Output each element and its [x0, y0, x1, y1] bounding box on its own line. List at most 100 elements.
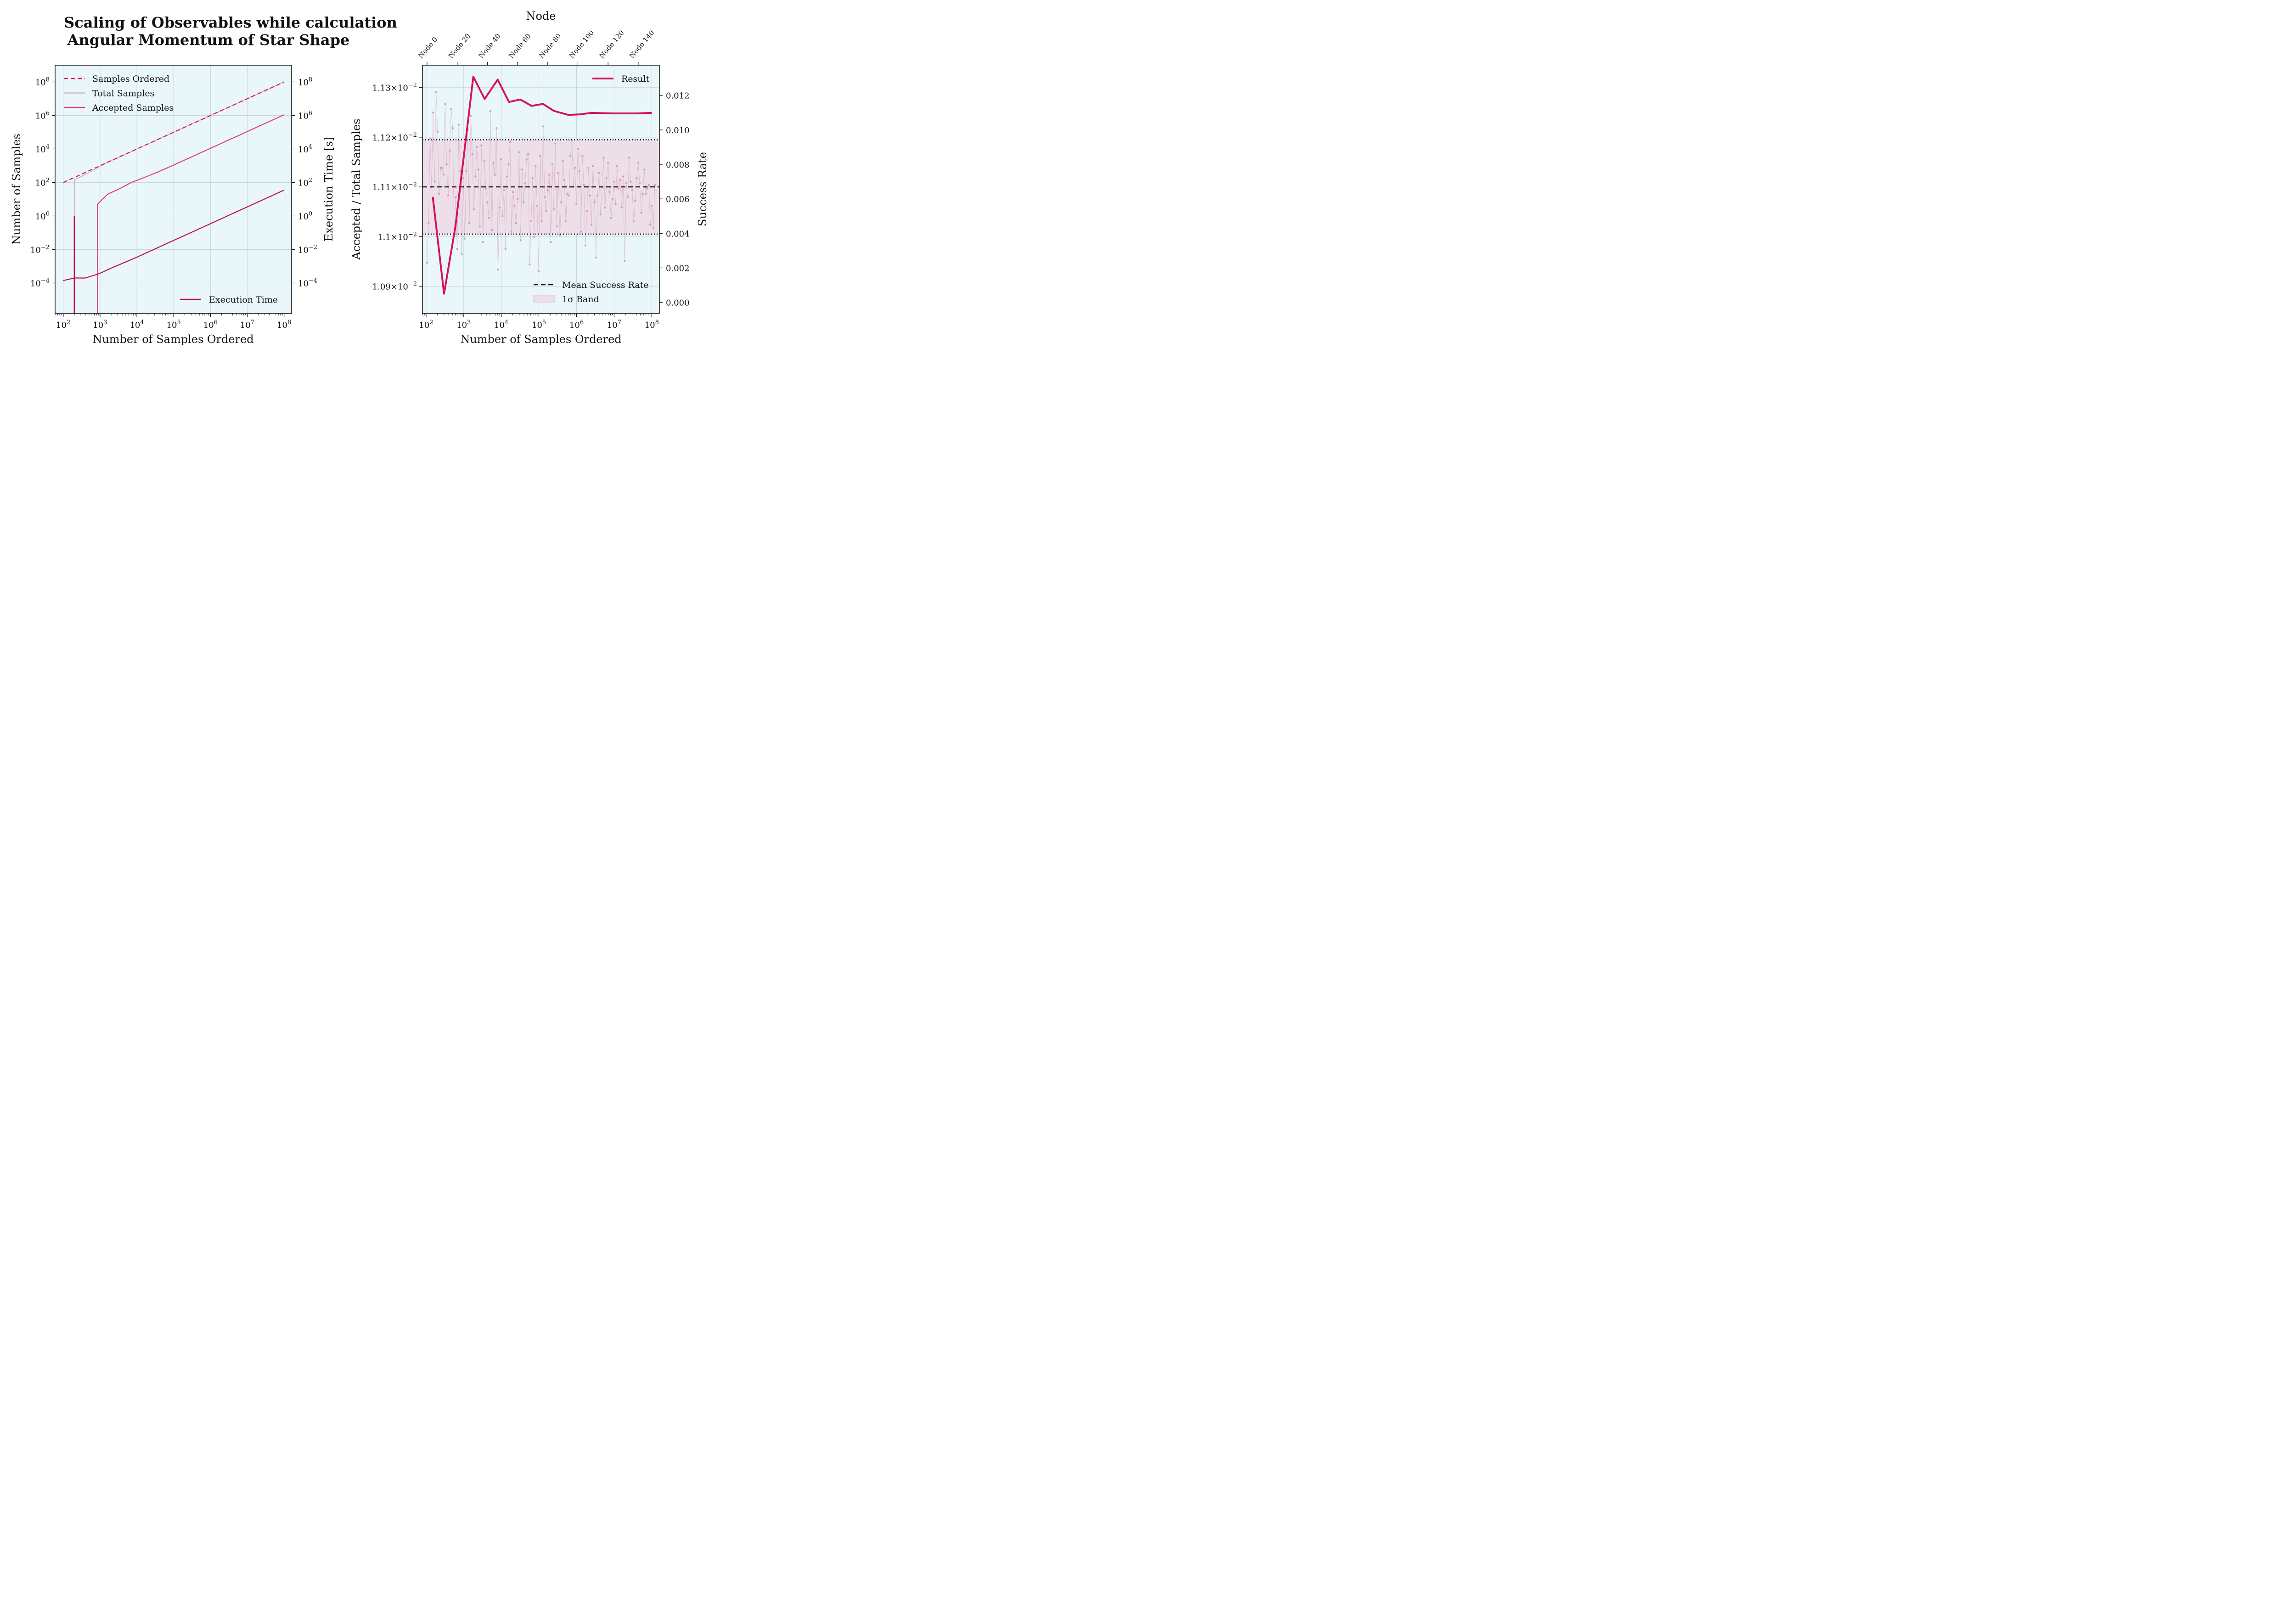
node-success-point — [455, 196, 457, 198]
node-success-point — [533, 236, 535, 238]
node-success-point — [628, 156, 630, 159]
node-success-point — [524, 182, 526, 185]
left-ticks: 102 103 104 105 106 107 108 10−4 10−4 10−2 10−2 100… — [30, 76, 317, 330]
node-success-point — [450, 108, 452, 111]
left-right-y-tick-label: 106 — [298, 110, 312, 121]
node-success-point — [478, 225, 481, 228]
left-x-tick-label: 107 — [240, 319, 254, 330]
node-success-point — [471, 153, 473, 155]
left-frame — [55, 65, 292, 314]
top-node-tick-label: Node 140 — [628, 28, 656, 60]
left-plot-area — [55, 65, 292, 314]
node-success-point — [444, 103, 446, 105]
top-node-tick-label: Node 100 — [568, 28, 596, 60]
node-success-point — [506, 175, 508, 178]
left-y-tick-label: 108 — [35, 76, 50, 87]
right-left-y-tick-label: 1.09×10−2 — [372, 281, 417, 292]
node-success-point — [527, 153, 529, 155]
node-success-point — [445, 163, 448, 166]
node-success-point — [622, 175, 625, 178]
node-success-point — [583, 184, 585, 186]
node-success-point — [604, 206, 606, 209]
node-success-point — [614, 203, 617, 205]
node-success-point — [585, 210, 588, 212]
node-success-point — [632, 220, 635, 223]
right-right-y-tick-label: 0.012 — [666, 91, 690, 101]
right-x-tick-label: 104 — [494, 319, 508, 330]
chart-figure: Scaling of Observables while calculation… — [10, 10, 709, 346]
right-right-y-tick-label: 0.008 — [666, 160, 690, 170]
left-x-tick-label: 103 — [93, 319, 107, 330]
node-success-point — [593, 201, 596, 203]
node-success-point — [525, 158, 528, 160]
node-success-point — [587, 167, 590, 169]
node-success-point — [494, 174, 496, 176]
right-right-y-tick-label: 0.004 — [666, 229, 690, 239]
node-success-point — [625, 182, 627, 185]
left-y-tick-label: 100 — [35, 210, 50, 221]
node-success-point — [617, 187, 620, 190]
left-right-y-tick-label: 100 — [298, 210, 312, 221]
left-right-y-tick-label: 108 — [298, 76, 312, 87]
node-success-point — [536, 204, 538, 207]
left-right-y-tick-label: 10−4 — [298, 277, 317, 288]
chart-title-line1: Scaling of Observables while calculation — [64, 14, 397, 31]
node-success-point — [545, 210, 547, 212]
node-success-point — [501, 215, 504, 217]
node-success-point — [484, 187, 487, 190]
node-success-point — [480, 144, 483, 146]
node-success-point — [513, 204, 516, 207]
node-success-point — [652, 227, 654, 230]
node-success-point — [447, 194, 450, 197]
node-success-point — [463, 237, 466, 240]
node-success-point — [530, 220, 532, 223]
right-x-tick-label: 107 — [607, 319, 621, 330]
right-x-tick-label: 105 — [532, 319, 546, 330]
left-x-tick-label: 102 — [56, 319, 70, 330]
node-success-point — [503, 189, 505, 191]
node-success-point — [529, 263, 531, 266]
node-success-point — [551, 163, 553, 166]
node-success-point — [605, 177, 608, 180]
node-success-point — [653, 184, 656, 186]
node-success-point — [560, 201, 563, 203]
node-success-point — [488, 217, 490, 219]
node-success-point — [521, 169, 523, 171]
series-result — [432, 75, 652, 295]
node-success-point — [429, 137, 431, 140]
node-success-point — [566, 192, 568, 195]
node-success-point — [428, 222, 430, 224]
right-panel: 102 103 104 105 106 107 108 1.09×10−2 1.1×10−2 1.… — [350, 10, 709, 346]
node-success-point — [634, 199, 636, 202]
node-success-point — [468, 222, 471, 224]
right-right-y-tick-label: 0.010 — [666, 126, 690, 135]
left-right-y-tick-label: 102 — [298, 177, 312, 188]
node-success-point — [616, 165, 619, 167]
node-success-point — [507, 163, 510, 166]
node-success-point — [645, 192, 647, 195]
series-accepted-samples — [97, 114, 285, 314]
right-right-y-tick-label: 0.006 — [666, 195, 690, 204]
node-success-point — [436, 130, 439, 133]
node-success-point — [457, 124, 460, 126]
right-left-y-tick-label: 1.12×10−2 — [372, 132, 417, 143]
right-left-y-tick-label: 1.13×10−2 — [372, 82, 417, 93]
right-frame — [422, 65, 660, 314]
node-success-point — [598, 172, 600, 174]
legend-label: Total Samples — [92, 89, 154, 99]
node-success-point — [564, 220, 567, 223]
node-success-point — [476, 146, 478, 148]
legend-label: Mean Success Rate — [562, 280, 649, 290]
node-success-point — [554, 142, 557, 145]
node-success-point — [548, 174, 551, 176]
node-success-point — [504, 247, 507, 250]
node-success-point — [495, 127, 498, 129]
node-success-point — [486, 201, 489, 203]
top-node-tick-label: Node 120 — [597, 28, 625, 60]
right-left-y-tick-label: 1.1×10−2 — [377, 231, 417, 242]
node-success-point — [646, 187, 648, 190]
node-success-point — [631, 189, 633, 191]
node-success-point — [459, 170, 461, 173]
node-success-point — [456, 247, 458, 250]
node-success-point — [637, 162, 640, 164]
